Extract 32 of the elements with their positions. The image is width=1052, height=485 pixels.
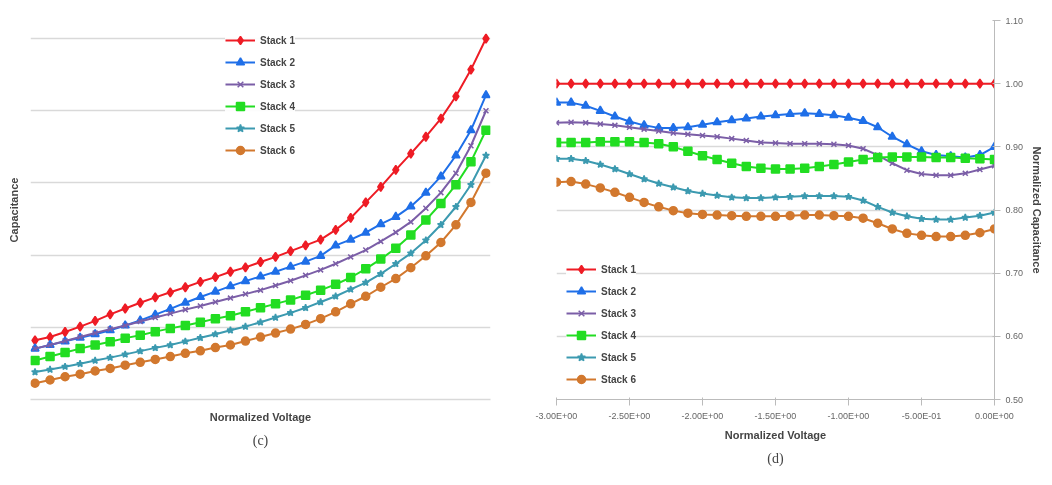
y2-tick-label: 1.00 <box>1005 78 1024 89</box>
x-tick-label: -1.50E+00 <box>754 410 797 421</box>
legend-label: Stack 3 <box>259 78 296 90</box>
y2-axis-title: Normalized Capacitance <box>1031 146 1044 274</box>
x-tick-label: -3.00E+00 <box>535 410 578 421</box>
x-tick-label: -1.00E+00 <box>827 410 870 421</box>
legend-label: Stack 4 <box>259 100 296 112</box>
legend-label: Stack 5 <box>259 122 296 134</box>
text: (c) <box>252 432 269 449</box>
y2-tick-label: 0.50 <box>1005 394 1024 405</box>
x-tick-label: 0.00E+00 <box>975 410 1014 421</box>
legend-label: Stack 2 <box>259 56 296 68</box>
legend-label: Stack 1 <box>259 34 296 46</box>
y2-tick-label: 0.90 <box>1005 141 1024 152</box>
legend-label: Stack 3 <box>601 307 637 319</box>
x-axis-title: Normalized Voltage <box>209 410 312 423</box>
legend-label: Stack 2 <box>601 285 637 297</box>
x-tick-label: -2.00E+00 <box>681 410 724 421</box>
y-axis-title: Capacitance <box>7 177 20 243</box>
y2-tick-label: 0.60 <box>1005 331 1024 342</box>
text: (d) <box>767 450 784 467</box>
x-tick-label: -5.00E-01 <box>901 410 942 421</box>
legend-label: Stack 1 <box>601 263 637 275</box>
x-tick-label: -2.50E+00 <box>608 410 651 421</box>
y2-tick-label: 0.80 <box>1005 205 1024 215</box>
legend-label: Stack 4 <box>601 329 637 341</box>
legend-label: Stack 5 <box>601 351 637 363</box>
legend-label: Stack 6 <box>259 144 296 156</box>
legend-label: Stack 6 <box>601 373 637 385</box>
y2-tick-label: 0.70 <box>1005 268 1024 279</box>
y2-tick-label: 1.10 <box>1005 15 1024 26</box>
x-axis-title: Normalized Voltage <box>724 428 827 441</box>
